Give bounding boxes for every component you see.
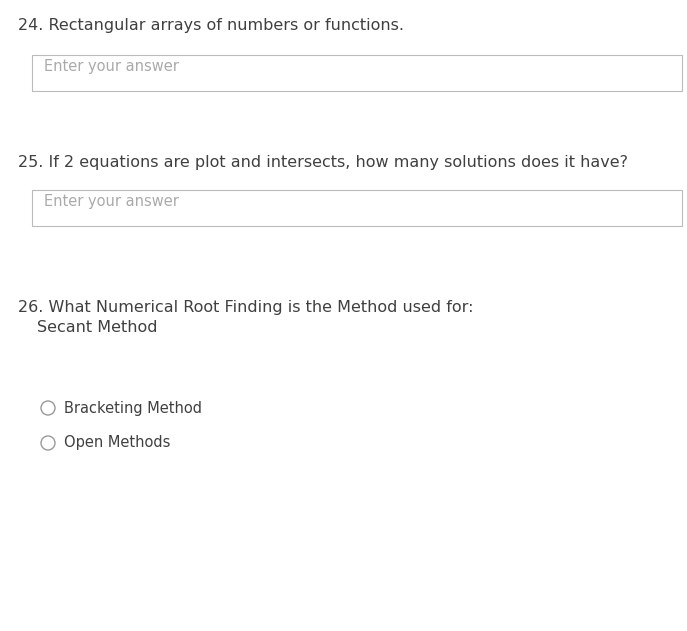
FancyBboxPatch shape bbox=[32, 55, 682, 91]
Text: Enter your answer: Enter your answer bbox=[44, 59, 179, 74]
FancyBboxPatch shape bbox=[32, 190, 682, 226]
Text: Bracketing Method: Bracketing Method bbox=[64, 401, 202, 415]
Text: Enter your answer: Enter your answer bbox=[44, 194, 179, 209]
Text: Secant Method: Secant Method bbox=[37, 320, 157, 335]
Text: 24. Rectangular arrays of numbers or functions.: 24. Rectangular arrays of numbers or fun… bbox=[18, 18, 404, 33]
Text: 26. What Numerical Root Finding is the Method used for:: 26. What Numerical Root Finding is the M… bbox=[18, 300, 473, 315]
Text: Open Methods: Open Methods bbox=[64, 435, 170, 451]
Text: 25. If 2 equations are plot and intersects, how many solutions does it have?: 25. If 2 equations are plot and intersec… bbox=[18, 155, 628, 170]
